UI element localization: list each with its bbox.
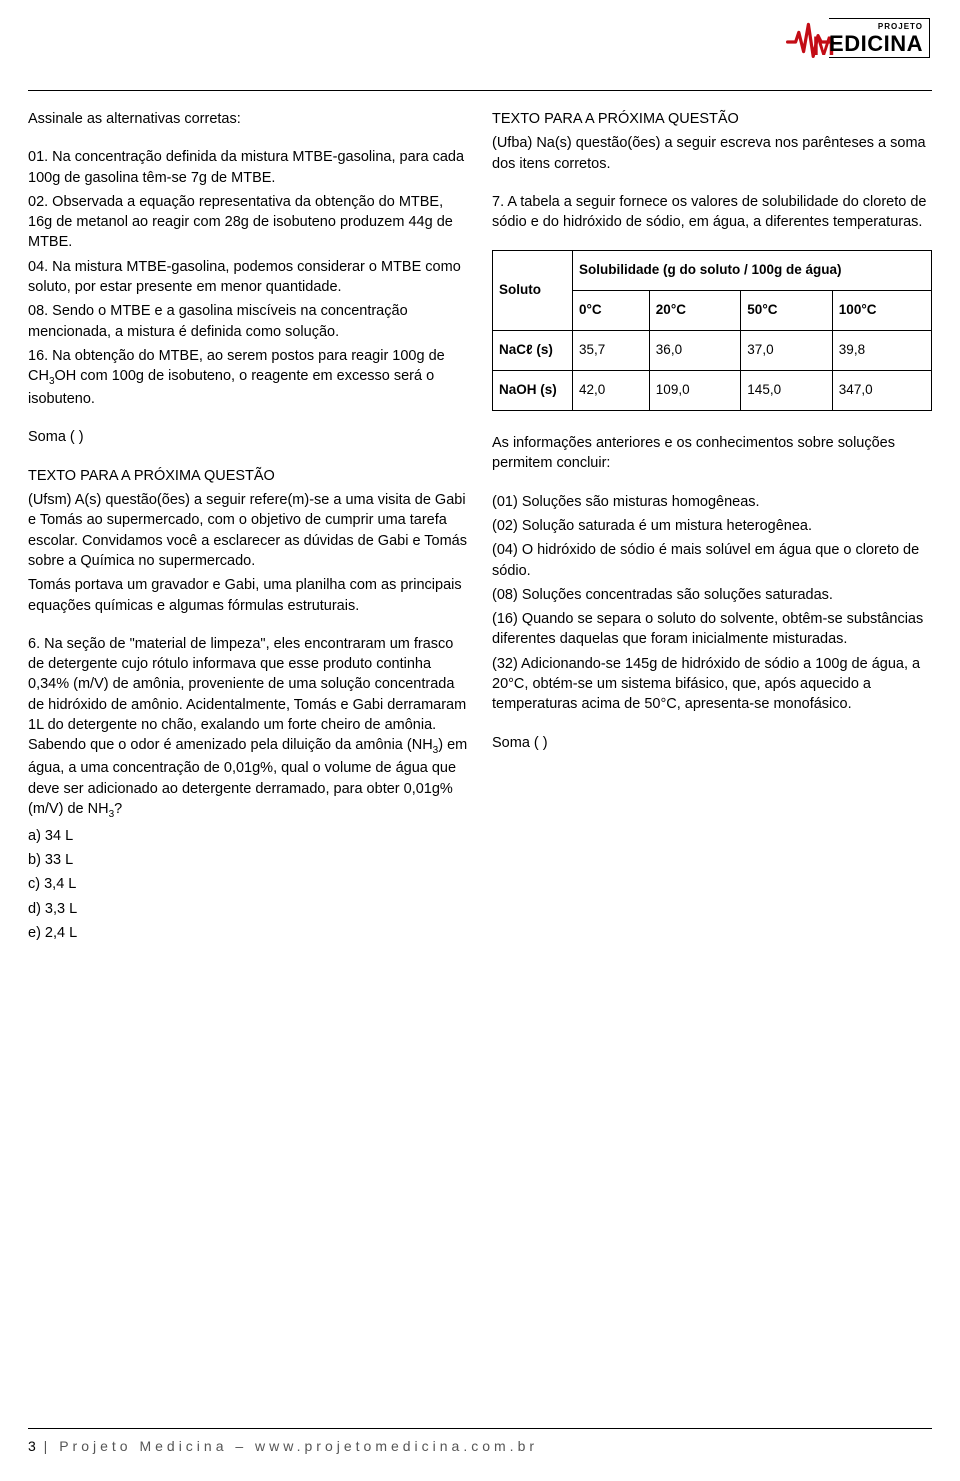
row1-v3: 347,0 bbox=[832, 371, 931, 411]
row0-v2: 37,0 bbox=[741, 331, 833, 371]
alt-04: 04. Na mistura MTBE-gasolina, podemos co… bbox=[28, 257, 468, 298]
page-header: M PROJETO EDICINA bbox=[0, 0, 960, 90]
row0-v0: 35,7 bbox=[573, 331, 650, 371]
page-number: 3 bbox=[28, 1438, 36, 1454]
ufba-context: (Ufba) Na(s) questão(ões) a seguir escre… bbox=[492, 133, 932, 174]
opt-02: (02) Solução saturada é um mistura heter… bbox=[492, 516, 932, 536]
temp-2: 50°C bbox=[741, 291, 833, 331]
table-row: NaOH (s) 42,0 109,0 145,0 347,0 bbox=[493, 371, 932, 411]
opt-08: (08) Soluções concentradas são soluções … bbox=[492, 585, 932, 605]
row0-label: NaCℓ (s) bbox=[493, 331, 573, 371]
text-next-q-left: TEXTO PARA A PRÓXIMA QUESTÃO bbox=[28, 466, 468, 486]
temp-3: 100°C bbox=[832, 291, 931, 331]
opt-32: (32) Adicionando-se 145g de hidróxido de… bbox=[492, 654, 932, 715]
footer-text: 3 | Projeto Medicina – www.projetomedici… bbox=[28, 1437, 932, 1457]
footer-rule bbox=[28, 1428, 932, 1429]
intro-line: Assinale as alternativas corretas: bbox=[28, 109, 468, 129]
options-block: (01) Soluções são misturas homogêneas. (… bbox=[492, 492, 932, 715]
opt-d: d) 3,3 L bbox=[28, 899, 468, 919]
opt-16: (16) Quando se separa o soluto do solven… bbox=[492, 609, 932, 650]
logo-text-box: PROJETO EDICINA bbox=[829, 18, 930, 57]
question-7-intro: 7. A tabela a seguir fornece os valores … bbox=[492, 192, 932, 233]
footer-project: Projeto Medicina – www.projetomedicina.c… bbox=[59, 1438, 538, 1454]
left-column: Assinale as alternativas corretas: 01. N… bbox=[28, 109, 468, 961]
alt-01: 01. Na concentração definida da mistura … bbox=[28, 147, 468, 188]
opt-a: a) 34 L bbox=[28, 826, 468, 846]
opt-04: (04) O hidróxido de sódio é mais solúvel… bbox=[492, 540, 932, 581]
q6c: ? bbox=[114, 801, 122, 817]
opt-b: b) 33 L bbox=[28, 850, 468, 870]
opt-c: c) 3,4 L bbox=[28, 874, 468, 894]
opt-e: e) 2,4 L bbox=[28, 923, 468, 943]
alt-02: 02. Observada a equação representativa d… bbox=[28, 192, 468, 253]
soma-left: Soma ( ) bbox=[28, 427, 468, 447]
footer-sep: | bbox=[36, 1438, 59, 1454]
q6a: 6. Na seção de "material de limpeza", el… bbox=[28, 636, 466, 753]
two-column-layout: Assinale as alternativas corretas: 01. N… bbox=[0, 109, 960, 961]
row1-v2: 145,0 bbox=[741, 371, 833, 411]
logo-medicina: EDICINA bbox=[829, 33, 923, 55]
heartbeat-icon: M bbox=[785, 18, 835, 58]
conclude-line: As informações anteriores e os conhecime… bbox=[492, 433, 932, 474]
th-soluto: Soluto bbox=[493, 251, 573, 331]
q7-text: 7. A tabela a seguir fornece os valores … bbox=[492, 192, 932, 233]
row0-v3: 39,8 bbox=[832, 331, 931, 371]
alt-instructions: Assinale as alternativas corretas: bbox=[28, 109, 468, 129]
q6-text: 6. Na seção de "material de limpeza", el… bbox=[28, 634, 468, 822]
ufsm-context-2: Tomás portava um gravador e Gabi, uma pl… bbox=[28, 575, 468, 616]
right-column: TEXTO PARA A PRÓXIMA QUESTÃO (Ufba) Na(s… bbox=[492, 109, 932, 961]
text-next-q-right: TEXTO PARA A PRÓXIMA QUESTÃO bbox=[492, 109, 932, 129]
row1-v0: 42,0 bbox=[573, 371, 650, 411]
th-solub: Solubilidade (g do soluto / 100g de água… bbox=[573, 251, 932, 291]
temp-1: 20°C bbox=[649, 291, 741, 331]
row0-v1: 36,0 bbox=[649, 331, 741, 371]
table-head-row: Soluto Solubilidade (g do soluto / 100g … bbox=[493, 251, 932, 291]
header-rule bbox=[28, 90, 932, 91]
page-footer: 3 | Projeto Medicina – www.projetomedici… bbox=[0, 1428, 960, 1457]
solubility-table: Soluto Solubilidade (g do soluto / 100g … bbox=[492, 250, 932, 411]
table-row: NaCℓ (s) 35,7 36,0 37,0 39,8 bbox=[493, 331, 932, 371]
question-6: 6. Na seção de "material de limpeza", el… bbox=[28, 634, 468, 943]
row1-v1: 109,0 bbox=[649, 371, 741, 411]
alt-08: 08. Sendo o MTBE e a gasolina miscíveis … bbox=[28, 301, 468, 342]
temp-0: 0°C bbox=[573, 291, 650, 331]
soma-right: Soma ( ) bbox=[492, 733, 932, 753]
alternatives-block: 01. Na concentração definida da mistura … bbox=[28, 147, 468, 409]
row1-label: NaOH (s) bbox=[493, 371, 573, 411]
alt-16-b: OH com 100g de isobuteno, o reagente em … bbox=[28, 368, 434, 407]
ufsm-context-1: (Ufsm) A(s) questão(ões) a seguir refere… bbox=[28, 490, 468, 571]
logo: M PROJETO EDICINA bbox=[785, 18, 930, 58]
alt-16: 16. Na obtenção do MTBE, ao serem postos… bbox=[28, 346, 468, 409]
opt-01: (01) Soluções são misturas homogêneas. bbox=[492, 492, 932, 512]
